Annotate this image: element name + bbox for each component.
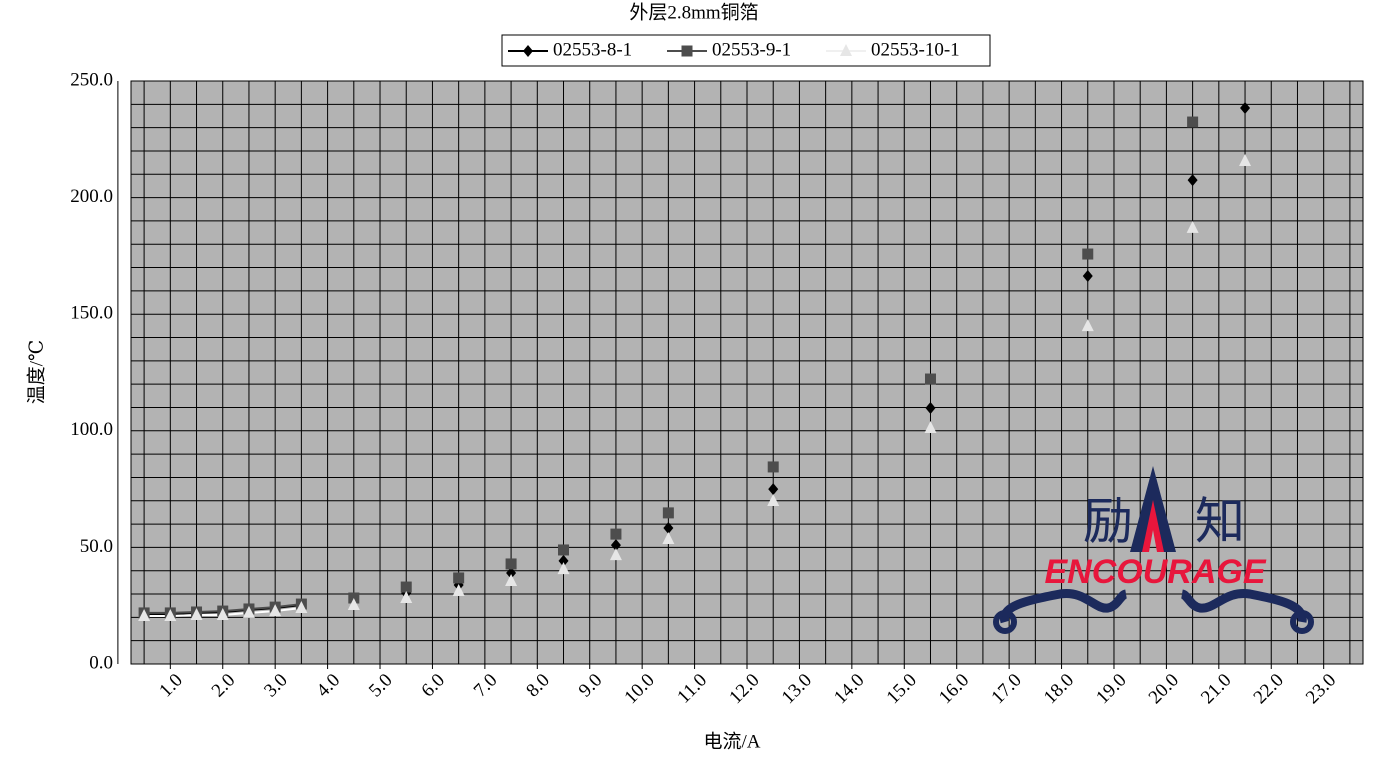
marker — [681, 45, 693, 57]
marker — [767, 493, 780, 506]
legend — [501, 34, 991, 67]
marker — [190, 608, 203, 621]
marker — [662, 532, 675, 545]
marker — [610, 528, 622, 540]
legend-label: 02553-10-1 — [871, 39, 960, 60]
marker — [663, 522, 674, 535]
marker — [164, 608, 177, 621]
chart-title: 外层2.8mm铜箔 — [629, 1, 758, 23]
marker — [1239, 153, 1252, 166]
x-tick-label: 7.0 — [470, 670, 502, 702]
x-tick-label: 3.0 — [260, 670, 292, 702]
logo-ring — [1290, 610, 1314, 634]
x-axis-label: 电流/A — [703, 730, 760, 752]
marker — [505, 573, 518, 586]
marker — [557, 562, 570, 575]
x-tick-label: 2.0 — [208, 670, 240, 702]
marker — [1081, 319, 1094, 332]
marker — [242, 605, 255, 618]
x-tick-label: 10.0 — [620, 670, 658, 708]
marker — [269, 604, 282, 617]
x-tick-label: 23.0 — [1302, 670, 1340, 708]
marker — [840, 44, 852, 56]
marker — [400, 591, 413, 604]
marker — [768, 483, 779, 496]
marker — [295, 601, 308, 614]
x-tick-label: 4.0 — [313, 670, 345, 702]
marker — [925, 401, 936, 414]
marker — [610, 539, 621, 552]
marker — [138, 608, 151, 621]
y-tick-label: 50.0 — [80, 536, 113, 557]
marker — [1082, 248, 1094, 260]
watermark-char: 知 — [1195, 493, 1245, 551]
x-tick-label: 5.0 — [365, 670, 397, 702]
marker — [400, 581, 412, 593]
x-tick-label: 1.0 — [155, 670, 187, 702]
marker — [452, 584, 465, 597]
plot-border — [130, 80, 1364, 665]
x-tick-label: 20.0 — [1145, 670, 1183, 708]
marker — [506, 567, 517, 580]
y-tick-label: 200.0 — [70, 186, 113, 207]
x-tick-label: 21.0 — [1197, 670, 1235, 708]
legend-label: 02553-9-1 — [712, 39, 791, 60]
marker — [1082, 269, 1093, 282]
x-tick-label: 11.0 — [673, 670, 711, 708]
x-tick-label: 17.0 — [987, 670, 1025, 708]
marker — [924, 421, 937, 434]
y-tick-label: 0.0 — [89, 652, 113, 673]
x-tick-label: 18.0 — [1040, 670, 1078, 708]
marker — [1187, 116, 1199, 128]
marker — [216, 608, 229, 621]
x-tick-label: 8.0 — [522, 670, 554, 702]
marker — [523, 45, 533, 57]
watermark-char: 励 — [1083, 493, 1133, 551]
y-tick-label: 150.0 — [70, 303, 113, 324]
x-tick-label: 12.0 — [725, 670, 763, 708]
marker — [609, 548, 622, 561]
x-tick-label: 9.0 — [575, 670, 607, 702]
marker — [662, 507, 674, 519]
y-tick-label: 100.0 — [70, 419, 113, 440]
logo-ring — [993, 610, 1017, 634]
marker — [767, 461, 779, 473]
marker — [1240, 102, 1251, 115]
watermark-text: ENCOURAGE — [1044, 553, 1266, 591]
x-tick-label: 22.0 — [1250, 670, 1288, 708]
y-axis-label: 温度/℃ — [25, 340, 47, 405]
marker — [347, 598, 360, 611]
x-tick-label: 15.0 — [883, 670, 921, 708]
marker — [453, 572, 465, 584]
marker — [558, 554, 569, 567]
marker — [1187, 174, 1198, 187]
marker — [1186, 220, 1199, 233]
marker — [924, 373, 936, 385]
x-tick-label: 6.0 — [417, 670, 449, 702]
marker — [505, 558, 517, 570]
logo-wave — [1000, 589, 1307, 624]
y-tick-label: 250.0 — [70, 69, 113, 90]
legend-label: 02553-8-1 — [553, 39, 632, 60]
x-tick-label: 16.0 — [935, 670, 973, 708]
logo-peak-inner — [1142, 500, 1164, 552]
x-tick-label: 14.0 — [830, 670, 868, 708]
watermark: 励 知 ENCOURAGE — [993, 466, 1314, 634]
x-tick-label: 13.0 — [778, 670, 816, 708]
marker — [558, 544, 570, 556]
x-tick-label: 19.0 — [1092, 670, 1130, 708]
